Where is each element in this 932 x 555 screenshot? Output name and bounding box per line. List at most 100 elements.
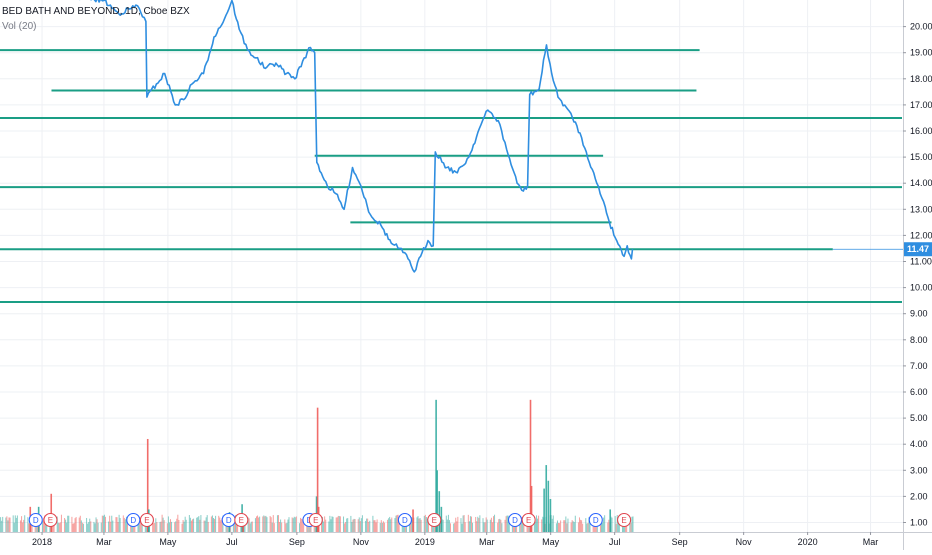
- volume-bar: [346, 519, 347, 532]
- volume-bar: [154, 523, 155, 532]
- volume-bar: [361, 518, 362, 532]
- volume-indicator-label[interactable]: Vol (20): [2, 21, 190, 33]
- volume-bar: [124, 518, 125, 532]
- volume-bar: [380, 523, 381, 532]
- volume-bar: [68, 516, 69, 532]
- volume-bar: [250, 523, 251, 532]
- volume-bar: [340, 516, 341, 532]
- volume-bar: [573, 521, 574, 532]
- volume-bar: [13, 515, 14, 532]
- volume-bar: [352, 520, 353, 532]
- dividend-marker-label: D: [512, 516, 518, 525]
- volume-bar: [197, 517, 198, 532]
- time-axis-label: Jul: [226, 537, 238, 547]
- volume-bar: [566, 523, 567, 532]
- volume-bar: [163, 518, 164, 532]
- dividend-marker-label: D: [33, 516, 39, 525]
- volume-bar: [105, 517, 106, 532]
- volume-bar: [578, 522, 579, 532]
- volume-bar: [469, 521, 470, 532]
- time-axis-label: 2020: [798, 537, 818, 547]
- volume-bar: [286, 523, 287, 532]
- volume-bar: [475, 517, 476, 532]
- volume-bar: [2, 517, 3, 532]
- volume-bar: [156, 522, 157, 532]
- volume-bar: [183, 520, 184, 532]
- volume-bar: [323, 522, 324, 532]
- volume-bar: [420, 518, 421, 532]
- volume-bar: [542, 517, 543, 532]
- volume-bar: [490, 520, 491, 532]
- volume-bar: [263, 515, 264, 532]
- volume-bar: [184, 522, 185, 532]
- volume-bar: [178, 520, 179, 532]
- volume-bar: [301, 519, 302, 532]
- price-axis-label: 7.00: [910, 361, 928, 371]
- volume-bar: [292, 517, 293, 532]
- volume-bar: [567, 519, 568, 532]
- volume-bar: [350, 516, 351, 532]
- time-axis-label: Nov: [736, 537, 753, 547]
- volume-bar: [391, 518, 392, 532]
- volume-bar: [176, 519, 177, 532]
- volume-bar: [204, 521, 205, 532]
- volume-bar: [365, 521, 366, 532]
- volume-spike-bar: [545, 465, 547, 532]
- volume-bar: [28, 523, 29, 532]
- volume-bar: [174, 522, 175, 532]
- volume-bar: [478, 518, 479, 532]
- volume-bar: [266, 517, 267, 532]
- volume-bar: [192, 519, 193, 532]
- volume-bar: [60, 522, 61, 532]
- volume-bar: [360, 521, 361, 532]
- volume-bar: [367, 519, 368, 532]
- price-line: [0, 0, 633, 272]
- price-axis-label: 20.00: [910, 22, 932, 32]
- earnings-marker-label: E: [526, 516, 531, 525]
- volume-bar: [464, 515, 465, 532]
- volume-bar: [58, 523, 59, 532]
- time-axis-label: 2019: [415, 537, 435, 547]
- volume-bar: [288, 517, 289, 532]
- volume-bar: [102, 516, 103, 532]
- volume-bar: [535, 522, 536, 532]
- volume-bar: [417, 516, 418, 532]
- price-axis-label: 4.00: [910, 439, 928, 449]
- volume-bar: [505, 520, 506, 532]
- volume-bar: [64, 518, 65, 532]
- volume-bar: [196, 518, 197, 532]
- volume-bar: [581, 520, 582, 532]
- volume-bar: [351, 522, 352, 532]
- volume-bar: [22, 522, 23, 532]
- volume-bar: [355, 519, 356, 532]
- price-axis-label: 5.00: [910, 413, 928, 423]
- volume-bar: [177, 515, 178, 532]
- volume-bar: [208, 522, 209, 532]
- volume-bar: [93, 522, 94, 532]
- volume-bar: [186, 520, 187, 532]
- volume-bar: [330, 519, 331, 532]
- volume-bar: [575, 516, 576, 532]
- symbol-title[interactable]: BED BATH AND BEYOND, 1D, Cboe BZX: [2, 6, 190, 17]
- volume-bar: [450, 523, 451, 532]
- volume-bar: [218, 516, 219, 532]
- volume-bar: [79, 518, 80, 532]
- volume-bar: [256, 516, 257, 532]
- volume-bar: [101, 523, 102, 532]
- volume-bar: [185, 517, 186, 532]
- volume-bar: [61, 515, 62, 532]
- price-axis-label: 16.00: [910, 126, 932, 136]
- volume-bar: [264, 516, 265, 532]
- volume-bar: [368, 522, 369, 532]
- volume-bar: [491, 518, 492, 532]
- price-axis-label: 18.00: [910, 74, 932, 84]
- volume-spike-bar: [550, 499, 552, 532]
- volume-bar: [587, 523, 588, 532]
- price-axis-label: 17.00: [910, 100, 932, 110]
- volume-bar: [20, 520, 21, 532]
- volume-bar: [586, 524, 587, 532]
- volume-bar: [108, 522, 109, 532]
- volume-bar: [112, 521, 113, 532]
- volume-bar: [252, 522, 253, 532]
